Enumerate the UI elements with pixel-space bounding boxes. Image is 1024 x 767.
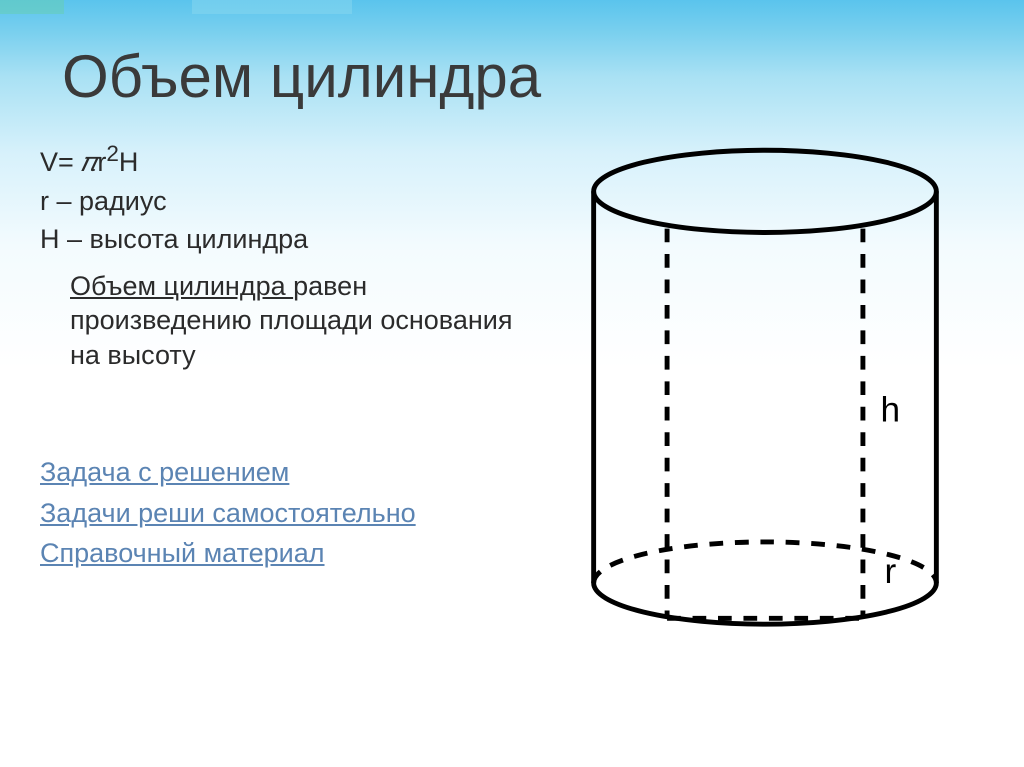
links-block: Задача с решением Задачи реши самостояте… [40,452,416,574]
label-h: h [881,390,901,429]
accent-bar-2 [192,0,352,14]
formula-h: H [119,147,139,177]
height-line: H – высота цилиндра [40,222,520,257]
cylinder-svg: h r [530,132,1000,662]
label-r: r [884,552,896,591]
top-ellipse [594,150,937,232]
page-title: Объем цилиндра [62,42,541,111]
link-self-tasks[interactable]: Задачи реши самостоятельно [40,493,416,534]
formula-r: r [97,147,106,177]
formula-exponent: 2 [106,141,119,166]
accent-bar-1 [0,0,64,14]
slide: Объем цилиндра V= 𝜋r2H r – радиус H – вы… [0,0,1024,767]
definition-subject: Объем цилиндра [70,271,293,301]
link-solved-example[interactable]: Задача с решением [40,452,416,493]
formula-pi: 𝜋 [81,147,97,177]
cylinder-figure: h r [530,132,1000,672]
formula-line: V= 𝜋r2H [40,140,520,180]
link-reference[interactable]: Справочный материал [40,533,416,574]
definition-block: Объем цилиндра равен произведению площад… [70,269,520,373]
formula-prefix: V= [40,147,81,177]
content-block: V= 𝜋r2H r – радиус H – высота цилиндра О… [40,140,520,372]
radius-line: r – радиус [40,184,520,219]
